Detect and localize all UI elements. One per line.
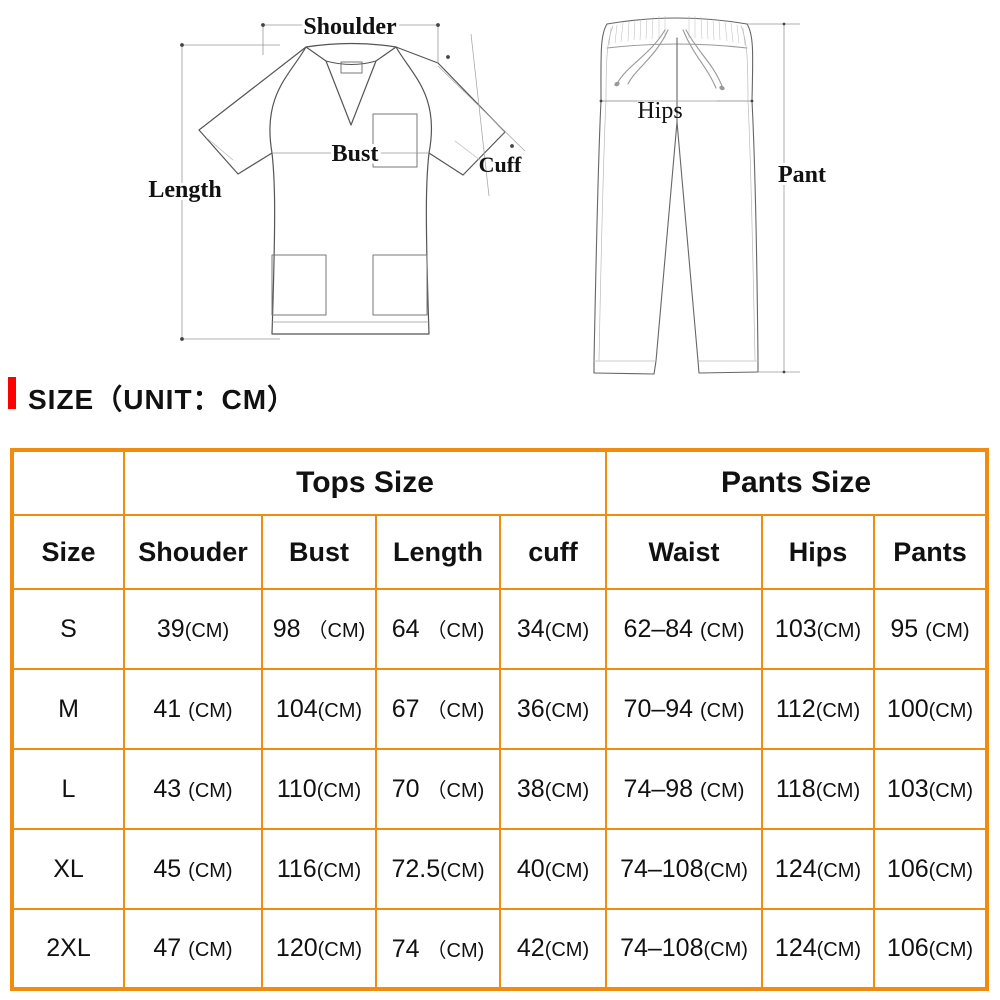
svg-text:Bust: Bust: [332, 141, 379, 167]
svg-text:Pant: Pant: [778, 162, 826, 188]
svg-text:Cuff: Cuff: [479, 152, 522, 177]
svg-text:Shoulder: Shoulder: [303, 14, 397, 40]
svg-text:Length: Length: [148, 177, 221, 203]
svg-text:Hips: Hips: [637, 98, 682, 124]
